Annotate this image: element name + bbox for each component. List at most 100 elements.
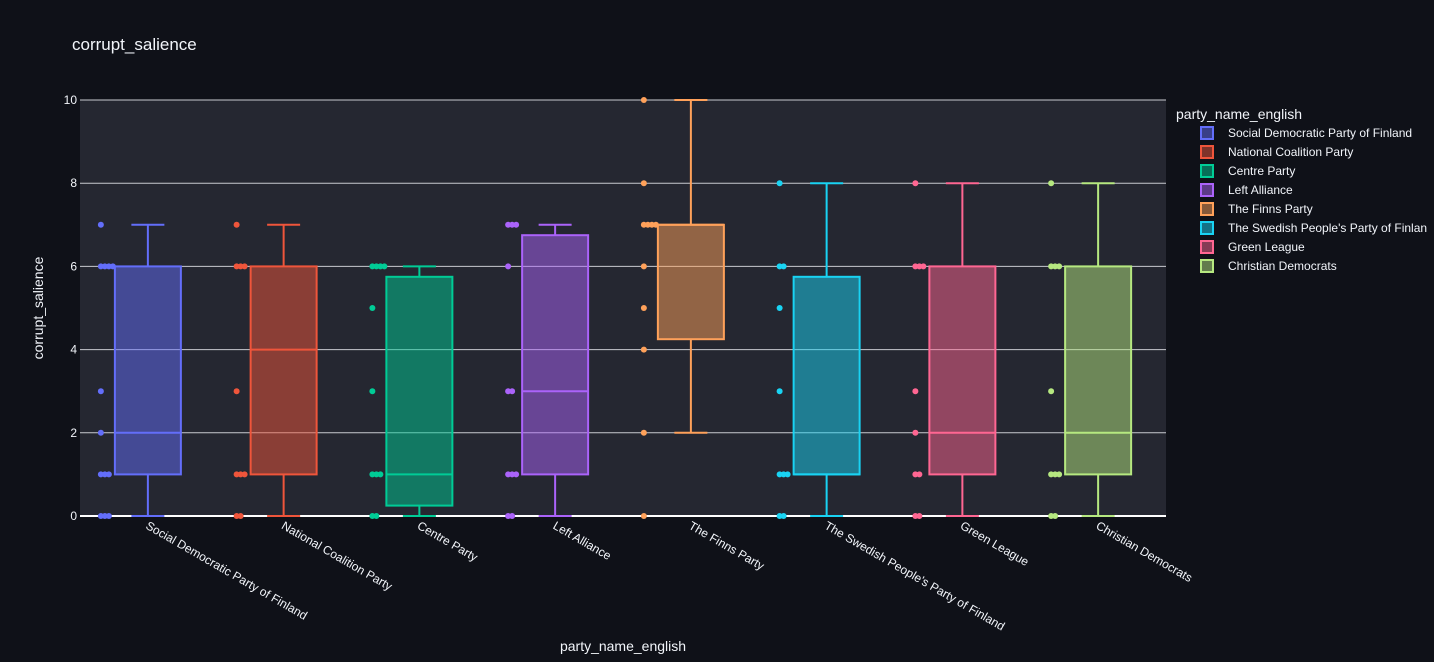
data-point xyxy=(780,263,787,270)
data-point xyxy=(505,263,512,270)
box-2[interactable] xyxy=(233,221,318,519)
data-point xyxy=(916,513,923,519)
legend-label: Social Democratic Party of Finland xyxy=(1228,126,1412,140)
box-6[interactable] xyxy=(776,180,861,519)
legend-label: National Coalition Party xyxy=(1228,145,1353,159)
data-point xyxy=(776,305,783,311)
box-1[interactable] xyxy=(97,221,182,519)
legend-item[interactable]: Left Alliance xyxy=(1200,183,1293,197)
legend-label: Christian Democrats xyxy=(1228,259,1337,273)
data-point xyxy=(776,180,783,187)
data-point xyxy=(776,388,783,395)
data-point xyxy=(241,263,248,270)
y-axis-title: corrupt_salience xyxy=(30,256,46,359)
data-point xyxy=(109,263,116,270)
data-point xyxy=(105,471,112,478)
box-body xyxy=(521,234,590,476)
data-point xyxy=(640,429,647,436)
data-point xyxy=(513,471,520,478)
plot-background xyxy=(80,100,1166,516)
data-point xyxy=(369,305,376,311)
legend-item[interactable]: Green League xyxy=(1200,240,1305,254)
legend-label: The Finns Party xyxy=(1228,202,1313,216)
chart-title: corrupt_salience xyxy=(72,35,197,54)
legend-swatch xyxy=(1200,145,1214,159)
data-point xyxy=(912,180,919,187)
data-point xyxy=(1048,388,1055,395)
data-point xyxy=(513,221,520,228)
data-point xyxy=(369,388,376,395)
legend-swatch xyxy=(1200,126,1214,140)
legend-label: The Swedish People's Party of Finlan xyxy=(1228,221,1427,235)
y-axis-ticks: 0 2 4 6 8 10 xyxy=(64,93,78,523)
data-point xyxy=(640,263,647,270)
box-3[interactable] xyxy=(369,263,454,519)
data-point xyxy=(241,471,248,478)
y-tick-label: 2 xyxy=(70,426,77,440)
data-point xyxy=(373,513,380,519)
box-5[interactable] xyxy=(640,97,725,519)
legend-label: Green League xyxy=(1228,240,1305,254)
data-point xyxy=(640,346,647,353)
data-point xyxy=(640,305,647,311)
data-point xyxy=(1052,513,1059,519)
y-tick-label: 4 xyxy=(70,343,77,357)
boxes xyxy=(97,97,1133,519)
legend-swatch xyxy=(1200,259,1214,273)
box-body xyxy=(113,265,182,476)
data-point xyxy=(640,97,647,103)
data-point xyxy=(97,221,104,228)
legend-item[interactable]: The Swedish People's Party of Finlan xyxy=(1200,221,1427,235)
box-body xyxy=(385,275,454,507)
legend-swatch xyxy=(1200,240,1214,254)
data-point xyxy=(640,180,647,187)
data-point xyxy=(509,513,516,519)
data-point xyxy=(912,429,919,436)
legend-item[interactable]: Social Democratic Party of Finland xyxy=(1200,126,1412,140)
data-point xyxy=(233,388,240,395)
data-point xyxy=(652,221,659,228)
data-point xyxy=(784,471,791,478)
data-point xyxy=(1056,471,1063,478)
box-body xyxy=(792,275,861,476)
data-point xyxy=(780,513,787,519)
legend-title: party_name_english xyxy=(1176,106,1302,122)
data-point xyxy=(237,513,244,519)
data-point xyxy=(97,388,104,395)
legend[interactable]: party_name_english Social Democratic Par… xyxy=(1176,106,1427,273)
data-point xyxy=(1056,263,1063,270)
legend-item[interactable]: Christian Democrats xyxy=(1200,259,1337,273)
box-body xyxy=(249,265,318,476)
data-point xyxy=(233,221,240,228)
y-tick-label: 10 xyxy=(64,93,78,107)
box-body xyxy=(1064,265,1133,476)
box-8[interactable] xyxy=(1048,180,1133,519)
y-tick-label: 8 xyxy=(70,176,77,190)
legend-item[interactable]: The Finns Party xyxy=(1200,202,1313,216)
data-point xyxy=(916,471,923,478)
data-point xyxy=(377,471,384,478)
legend-swatch xyxy=(1200,202,1214,216)
data-point xyxy=(920,263,927,270)
y-tick-label: 0 xyxy=(70,509,77,523)
legend-label: Centre Party xyxy=(1228,164,1295,178)
data-point xyxy=(105,513,112,519)
box-4[interactable] xyxy=(505,221,590,519)
data-point xyxy=(640,513,647,519)
legend-item[interactable]: National Coalition Party xyxy=(1200,145,1353,159)
box-7[interactable] xyxy=(912,180,997,519)
legend-swatch xyxy=(1200,221,1214,235)
legend-swatch xyxy=(1200,183,1214,197)
data-point xyxy=(381,263,388,270)
box-body xyxy=(656,223,725,341)
x-axis-title: party_name_english xyxy=(560,638,686,654)
data-point xyxy=(912,388,919,395)
data-point xyxy=(1048,180,1055,187)
data-point xyxy=(97,429,104,436)
legend-label: Left Alliance xyxy=(1228,183,1293,197)
legend-swatch xyxy=(1200,164,1214,178)
legend-item[interactable]: Centre Party xyxy=(1200,164,1295,178)
data-point xyxy=(509,388,516,395)
box-body xyxy=(928,265,997,476)
